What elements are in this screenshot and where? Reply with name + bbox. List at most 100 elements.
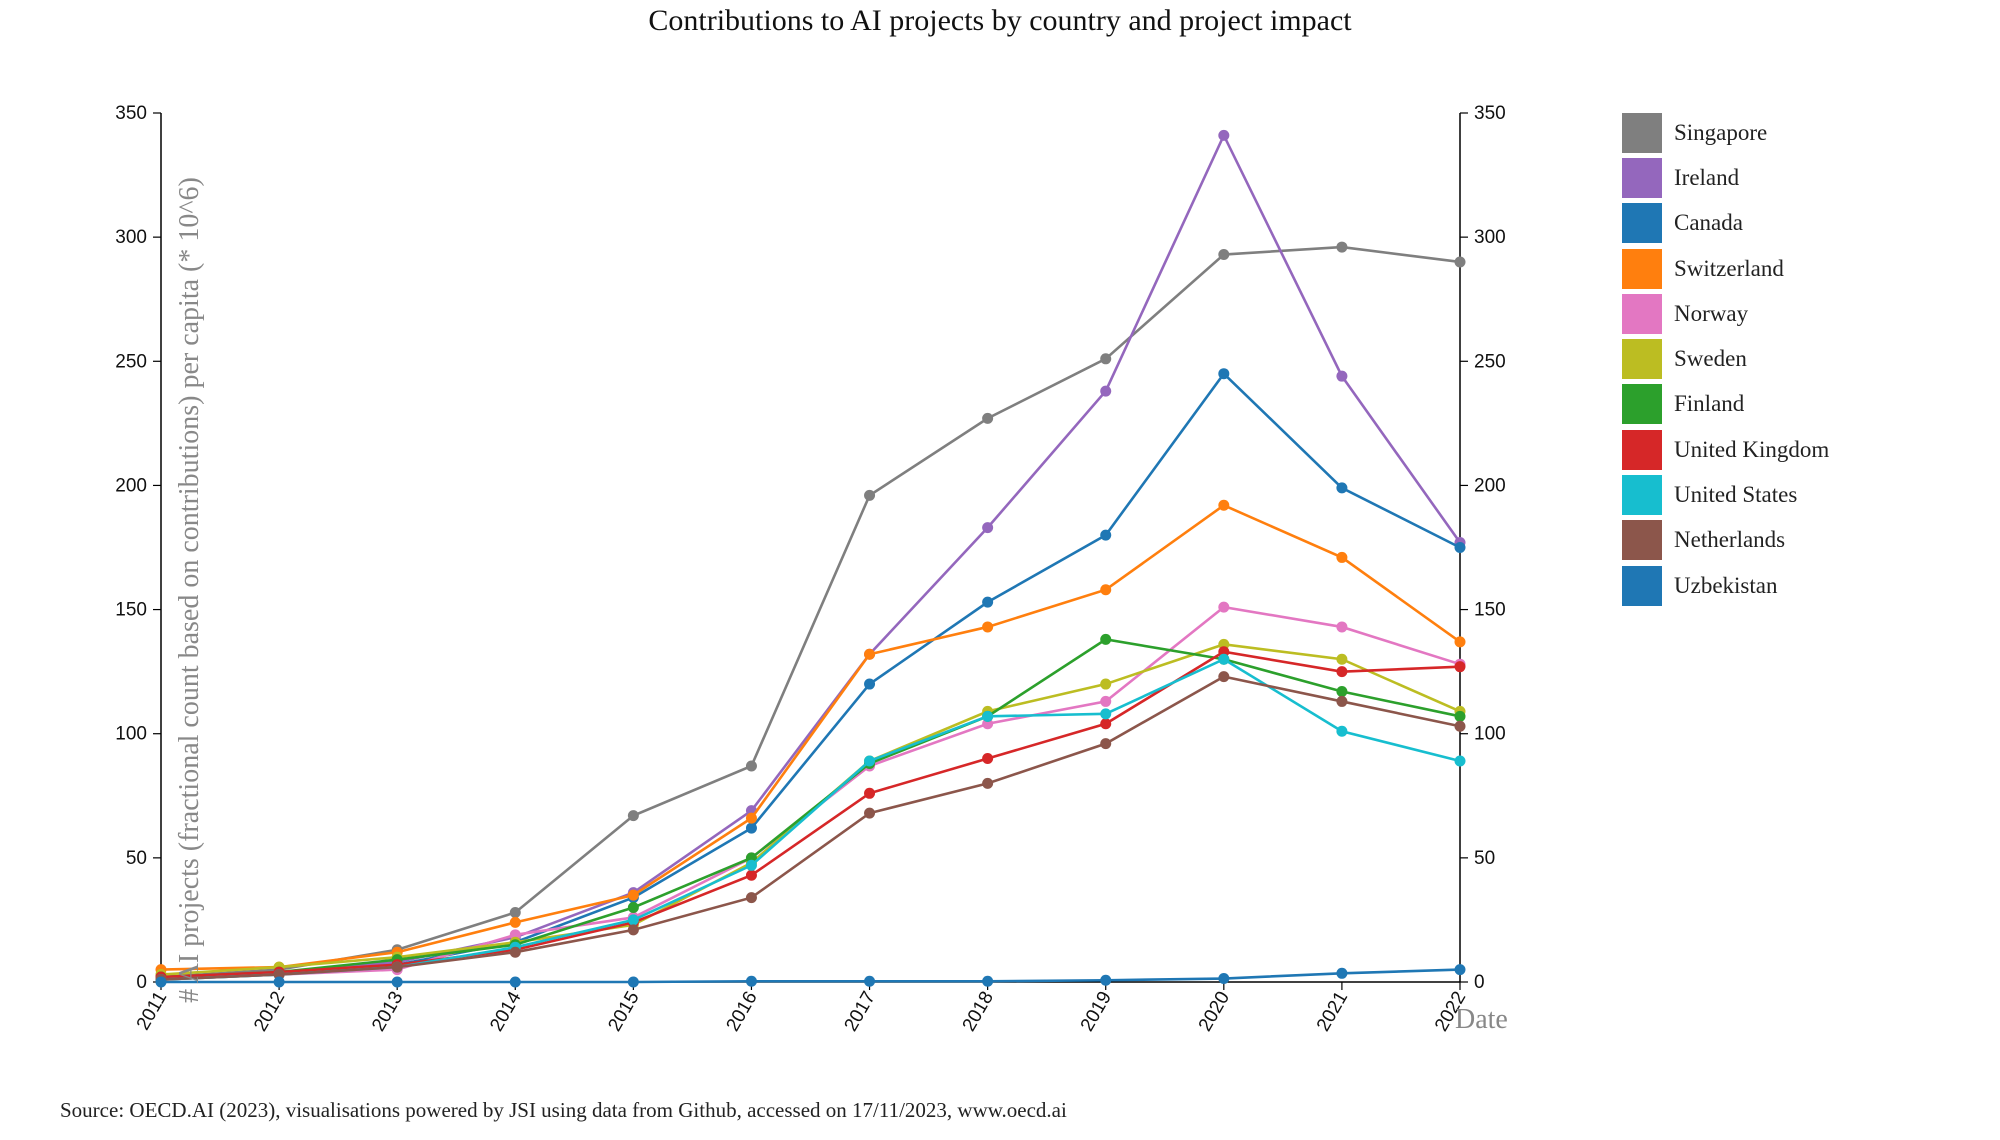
x-tick-label: 2016 [722,988,761,1035]
data-point [627,902,639,914]
legend-item[interactable]: United Kingdom [1622,427,1829,472]
legend-item[interactable]: United States [1622,472,1829,517]
data-point [1454,964,1466,976]
data-point [1100,708,1112,720]
data-point [745,859,757,871]
legend-item[interactable]: Netherlands [1622,518,1829,563]
series-line [160,657,1461,981]
data-point [1336,241,1348,253]
series-line [160,650,1461,979]
x-tick-label: 2020 [1195,988,1234,1035]
y-tick-label-left: 100 [115,724,147,745]
data-point [1100,385,1112,397]
data-point [1454,755,1466,767]
data-point [745,760,757,772]
legend-swatch [1622,157,1662,198]
data-point [509,916,521,928]
data-point [1454,542,1466,553]
data-point [1100,974,1112,986]
data-point [1454,710,1466,722]
data-point [864,678,876,690]
y-tick-label-right: 100 [1474,724,1506,745]
data-point [391,976,403,988]
data-point [1336,551,1348,563]
series-line [161,968,1461,984]
data-point [745,869,757,881]
y-tick-label-left: 150 [115,600,147,621]
legend-swatch [1622,248,1662,289]
y-tick-label-right: 350 [1474,103,1506,124]
legend-item[interactable]: Canada [1622,201,1829,246]
y-tick-label-right: 300 [1474,227,1506,248]
data-point [864,787,876,799]
data-point [982,710,994,722]
series-line [160,132,1462,979]
x-tick-label: 2018 [959,988,998,1035]
legend-item[interactable]: Sweden [1622,336,1829,381]
data-point [1100,695,1112,707]
series-united-states [155,653,1466,986]
data-point [627,914,639,926]
legend-item[interactable]: Switzerland [1622,246,1829,291]
data-point [1336,725,1348,737]
data-point [1218,601,1230,613]
data-point [1336,686,1348,698]
data-point [1336,370,1348,382]
data-point [1336,666,1348,678]
data-point [1454,661,1466,673]
legend-swatch [1622,112,1662,153]
series-canada [155,368,1466,986]
legend-label: Canada [1674,210,1743,236]
data-point [864,648,876,660]
y-axis-title: # AI projects (fractional count based on… [174,177,205,1003]
data-point [1100,353,1112,365]
data-point [1218,129,1230,141]
data-point [1454,636,1466,648]
data-point [1336,967,1348,979]
data-point [864,975,876,987]
data-point [509,976,521,988]
data-point [982,975,994,987]
legend-item[interactable]: Norway [1622,291,1829,336]
data-point [155,976,167,988]
data-point [391,961,403,973]
y-tick-label-left: 50 [126,848,147,869]
data-point [1336,621,1348,633]
series-lines [155,129,1466,988]
data-point [982,522,994,534]
chart-title: Contributions to AI projects by country … [648,4,1352,37]
data-point [982,753,994,765]
x-tick-label: 2014 [486,988,526,1035]
data-point [273,976,285,988]
y-tick-label-left: 300 [115,227,147,248]
legend-label: Norway [1674,300,1749,326]
axes: 0 0 50 50 100 100 150 150 200 200 250 250 300 300 350 3… [115,103,1505,1035]
data-point [864,755,876,767]
legend-swatch [1622,520,1662,561]
y-tick-label-left: 350 [115,103,147,124]
data-point [864,807,876,819]
series-line [160,675,1461,981]
legend-item[interactable]: Ireland [1622,155,1829,200]
y-tick-label-left: 200 [115,475,147,496]
series-singapore [155,241,1466,983]
data-point [1100,529,1112,541]
legend-item[interactable]: Uzbekistan [1622,563,1829,608]
legend-label: Singapore [1674,119,1768,145]
legend-item[interactable]: Finland [1622,382,1829,427]
legend-swatch [1622,339,1662,380]
data-point [1218,368,1230,380]
data-point [982,596,994,608]
data-point [509,946,521,958]
legend-label: Netherlands [1674,527,1786,553]
data-point [1454,256,1466,268]
data-point [1218,249,1230,261]
data-point [627,889,639,901]
x-axis-title: Date [1455,1004,1508,1035]
x-tick-label: 2017 [841,988,880,1035]
y-tick-label-right: 200 [1474,475,1506,496]
data-point [1100,584,1112,596]
data-point [745,812,757,824]
series-netherlands [155,671,1466,986]
legend-item[interactable]: Singapore [1622,110,1829,155]
